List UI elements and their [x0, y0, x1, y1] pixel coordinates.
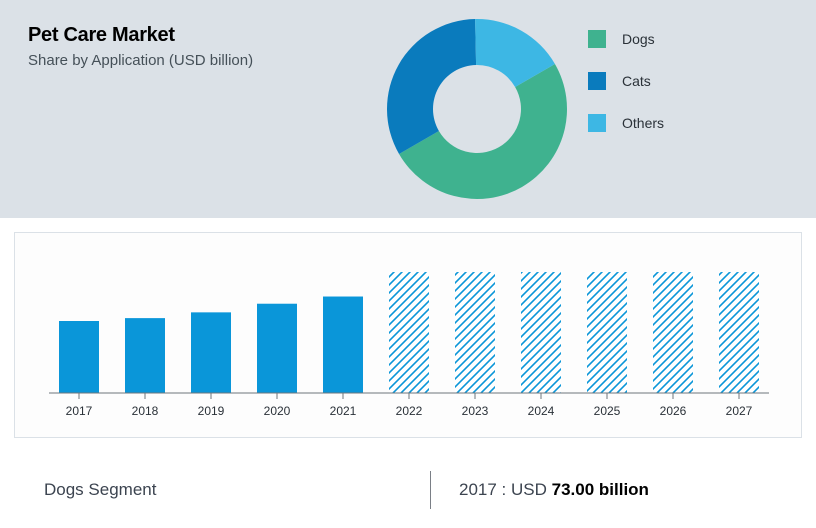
donut-slice [387, 19, 476, 154]
bar-x-label: 2026 [660, 404, 687, 418]
bar [455, 272, 495, 393]
legend-item: Dogs [588, 30, 664, 48]
top-panel: Pet Care Market Share by Application (US… [0, 0, 816, 218]
footer-year: 2017 [459, 480, 497, 499]
bar [191, 312, 231, 393]
legend-swatch-icon [588, 114, 606, 132]
footer-value-prefix: : USD [497, 480, 552, 499]
bar-x-label: 2027 [726, 404, 753, 418]
bar-x-label: 2020 [264, 404, 291, 418]
legend-label: Cats [622, 73, 651, 89]
footer: Dogs Segment 2017 : USD 73.00 billion [0, 452, 816, 528]
footer-value-number: 73.00 billion [552, 480, 649, 499]
bar [587, 272, 627, 393]
footer-segment-label: Dogs Segment [0, 480, 430, 500]
bar [59, 321, 99, 393]
bar-x-label: 2017 [66, 404, 93, 418]
page-title: Pet Care Market [28, 24, 175, 47]
footer-value: 2017 : USD 73.00 billion [431, 480, 649, 500]
bar-x-label: 2018 [132, 404, 159, 418]
bar-x-label: 2025 [594, 404, 621, 418]
bar [323, 297, 363, 393]
bar [125, 318, 165, 393]
page-subtitle: Share by Application (USD billion) [28, 52, 253, 69]
bar-x-label: 2022 [396, 404, 423, 418]
bar-chart: 2017 2018 2019 2020 2021 2022 2023 2024 2025 2026… [39, 243, 779, 429]
bar [719, 272, 759, 393]
legend-item: Cats [588, 72, 664, 90]
bar-chart-panel: 2017 2018 2019 2020 2021 2022 2023 2024 2025 2026… [14, 232, 802, 438]
bar [257, 304, 297, 393]
bar-x-label: 2023 [462, 404, 489, 418]
bar-x-label: 2019 [198, 404, 225, 418]
legend-swatch-icon [588, 72, 606, 90]
bar-x-label: 2021 [330, 404, 357, 418]
legend-item: Others [588, 114, 664, 132]
bar [653, 272, 693, 393]
donut-chart [372, 4, 582, 214]
legend-swatch-icon [588, 30, 606, 48]
bar-x-label: 2024 [528, 404, 555, 418]
legend-label: Others [622, 115, 664, 131]
legend: Dogs Cats Others [588, 30, 664, 156]
bar [521, 272, 561, 393]
bar [389, 272, 429, 393]
legend-label: Dogs [622, 31, 655, 47]
